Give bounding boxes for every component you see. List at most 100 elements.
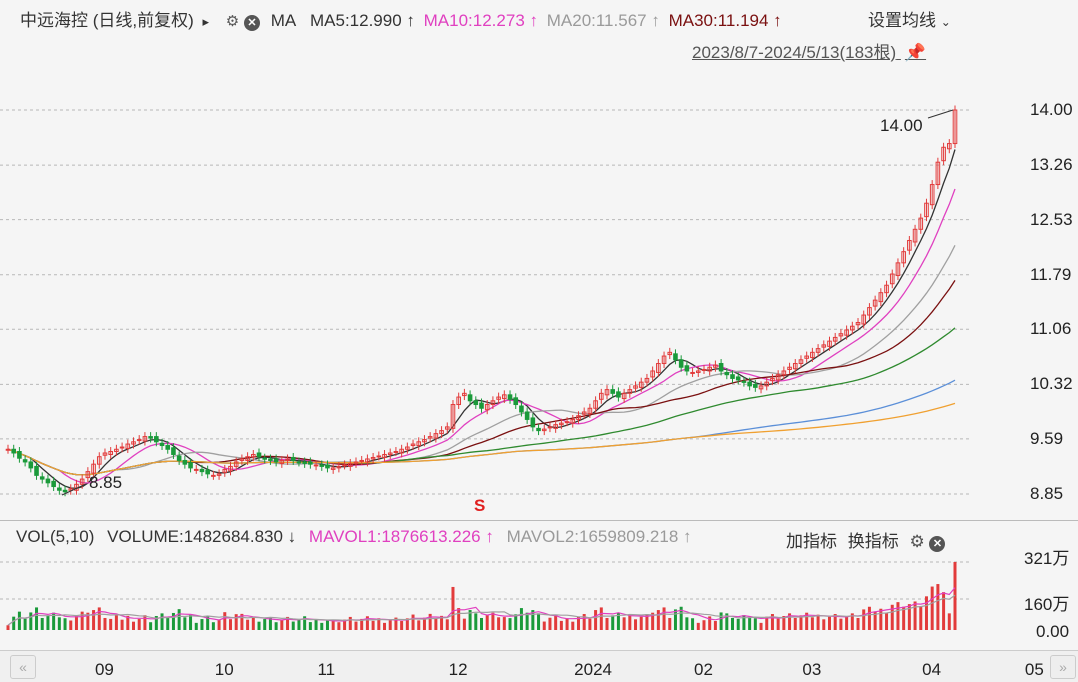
- volume-bar: [856, 617, 860, 630]
- volume-bar: [845, 616, 849, 630]
- vol-axis-zero: 0.00: [1036, 622, 1070, 641]
- volume-bar: [343, 619, 347, 630]
- candle-body: [330, 467, 336, 470]
- scroll-left-button[interactable]: «: [10, 655, 36, 679]
- candle-body: [79, 478, 85, 485]
- volume-bar: [308, 622, 312, 630]
- volume-bar: [782, 616, 786, 630]
- volume-bar: [924, 596, 928, 630]
- candle-body: [359, 459, 364, 462]
- settings-ma-button[interactable]: 设置均线 ⌄: [868, 6, 951, 31]
- date-range-text[interactable]: 2023/8/7-2024/5/13(183根): [692, 43, 897, 62]
- low-arrow: [61, 483, 87, 496]
- volume-bar: [189, 614, 193, 630]
- volume-bar: [223, 612, 227, 630]
- price-chart[interactable]: [0, 60, 1078, 520]
- volume-bar: [462, 618, 466, 630]
- volume-chart[interactable]: [0, 550, 1078, 650]
- candle-body: [5, 448, 11, 451]
- volume-bar: [799, 615, 803, 630]
- candle-body: [262, 457, 268, 460]
- candle-body: [22, 459, 28, 463]
- candle-body: [96, 456, 102, 465]
- candle-body: [513, 397, 519, 406]
- candle-body: [781, 370, 787, 376]
- volume-bar: [400, 621, 404, 630]
- candle-body: [450, 404, 456, 429]
- date-range[interactable]: 2023/8/7-2024/5/13(183根) 📌: [692, 38, 926, 63]
- candle-body: [599, 392, 604, 400]
- candle-body: [735, 376, 741, 381]
- candle-body: [810, 351, 815, 359]
- candle-body: [467, 394, 473, 402]
- candle-body: [427, 436, 433, 439]
- close-icon[interactable]: ✕: [243, 15, 260, 31]
- candle-body: [524, 411, 530, 420]
- scroll-right-button[interactable]: »: [1050, 655, 1076, 679]
- volume-bar: [286, 616, 290, 630]
- volume-bar: [246, 619, 250, 630]
- settings-label[interactable]: 设置均线: [868, 11, 936, 30]
- candle-body: [827, 340, 832, 347]
- price-tick-label: 10.32: [1030, 374, 1073, 394]
- sell-signal-marker[interactable]: S: [474, 496, 486, 515]
- volume-bar: [52, 612, 56, 630]
- candle-body: [131, 441, 136, 445]
- candle-body: [935, 161, 941, 186]
- volume-bar: [559, 620, 563, 630]
- volume-bar: [502, 617, 506, 630]
- x-axis-label: 12: [448, 660, 468, 679]
- close-icon[interactable]: ✕: [929, 536, 946, 552]
- volume-bar: [320, 622, 324, 630]
- stock-title[interactable]: 中远海控 (日线,前复权): [20, 11, 194, 30]
- candle-body: [233, 461, 239, 467]
- pin-icon[interactable]: 📌: [904, 43, 927, 62]
- candle-body: [850, 325, 855, 331]
- volume-bar: [719, 612, 723, 630]
- vol-label: VOL(5,10): [16, 527, 95, 546]
- volume-bar: [736, 618, 740, 630]
- candle-body: [17, 450, 22, 459]
- volume-bar: [120, 619, 124, 630]
- gear-icon[interactable]: ⚙: [909, 532, 925, 551]
- candle-body: [302, 461, 307, 464]
- candle-body: [576, 415, 581, 420]
- candle-body: [855, 322, 861, 326]
- volume-bar: [428, 613, 432, 630]
- volume-bar: [383, 622, 387, 630]
- candle-body: [775, 374, 781, 381]
- candle-body: [387, 452, 393, 455]
- volume-bar: [365, 616, 369, 630]
- candle-body: [502, 394, 507, 400]
- ma20-value: MA20:11.567 ↑: [546, 11, 660, 30]
- candle-body: [570, 418, 576, 424]
- volume-bar: [200, 619, 204, 630]
- candle-body: [901, 251, 906, 264]
- x-axis-label: 03: [802, 660, 822, 679]
- candle-body: [484, 404, 490, 411]
- volume-bar: [748, 617, 752, 630]
- candle-body: [678, 359, 684, 368]
- candle-body: [621, 392, 627, 400]
- volume-bar: [554, 615, 558, 630]
- ma10-value: MA10:12.273 ↑: [423, 11, 538, 30]
- candle-body: [638, 381, 644, 388]
- volume-bar: [867, 606, 871, 630]
- vol-axis-top: 321万: [1024, 549, 1070, 568]
- volume-bar: [582, 614, 586, 630]
- volume-bar: [348, 616, 352, 630]
- candle-body: [701, 368, 707, 371]
- gear-icon[interactable]: ⚙: [225, 13, 240, 30]
- switch-indicator-button[interactable]: 换指标: [847, 532, 899, 551]
- candle-body: [616, 391, 621, 398]
- volume-bar: [63, 618, 67, 630]
- candle-body: [456, 396, 461, 406]
- add-indicator-button[interactable]: 加指标: [786, 532, 837, 551]
- candle-body: [154, 436, 159, 443]
- volume-bar: [514, 614, 518, 630]
- candle-body: [336, 465, 342, 469]
- volume-bar: [634, 619, 638, 630]
- play-arrow-icon[interactable]: ▸: [202, 14, 210, 29]
- candle-body: [34, 465, 39, 476]
- volume-bar: [29, 612, 33, 630]
